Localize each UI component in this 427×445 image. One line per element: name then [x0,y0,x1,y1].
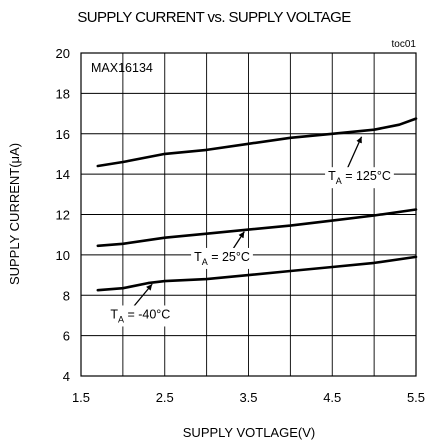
part-number-label: MAX16134 [91,61,153,75]
series-line-2 [96,255,418,292]
annotation-arrow [231,231,245,252]
y-tick-label: 16 [56,127,70,142]
y-tick-label: 6 [63,329,70,344]
y-tick-label: 14 [56,167,70,182]
y-tick-label: 20 [56,46,70,61]
x-tick-label: 4.5 [323,390,341,405]
plot-frame [80,52,417,377]
axis-ticks: 1.5 2.5 3.5 4.5 5.5 4 6 8 10 12 14 16 18 20 [56,46,426,405]
series-line-1 [96,208,418,248]
x-tick-label: 5.5 [407,390,425,405]
annotation-background [325,167,394,189]
y-tick-label: 10 [56,248,70,263]
y-tick-label: 8 [63,288,70,303]
annotation-arrow [130,283,153,310]
series-label-2: TA = -40°C [110,307,170,324]
series-line-0 [96,117,418,168]
y-axis-label: SUPPLY CURRENT(μA) [7,143,22,285]
y-tick-label: 12 [56,208,70,223]
y-tick-label: 18 [56,86,70,101]
y-tick-label: 4 [63,369,70,384]
chart-title: SUPPLY CURRENT vs. SUPPLY VOLTAGE [77,9,351,26]
x-axis-label: SUPPLY VOTLAGE(V) [183,425,315,440]
toc-label: toc01 [392,39,417,50]
grid-lines [81,53,416,376]
annotation-background [191,247,253,269]
x-tick-label: 3.5 [239,390,257,405]
series-annotations: TA = 125°C TA = 25°C TA = -40°C [107,136,394,327]
series-label-0: TA = 125°C [328,169,391,186]
x-tick-label: 2.5 [156,390,174,405]
series-label-1: TA = 25°C [194,250,250,267]
annotation-background [107,305,174,327]
x-tick-label: 1.5 [72,390,90,405]
series-lines [96,117,418,292]
